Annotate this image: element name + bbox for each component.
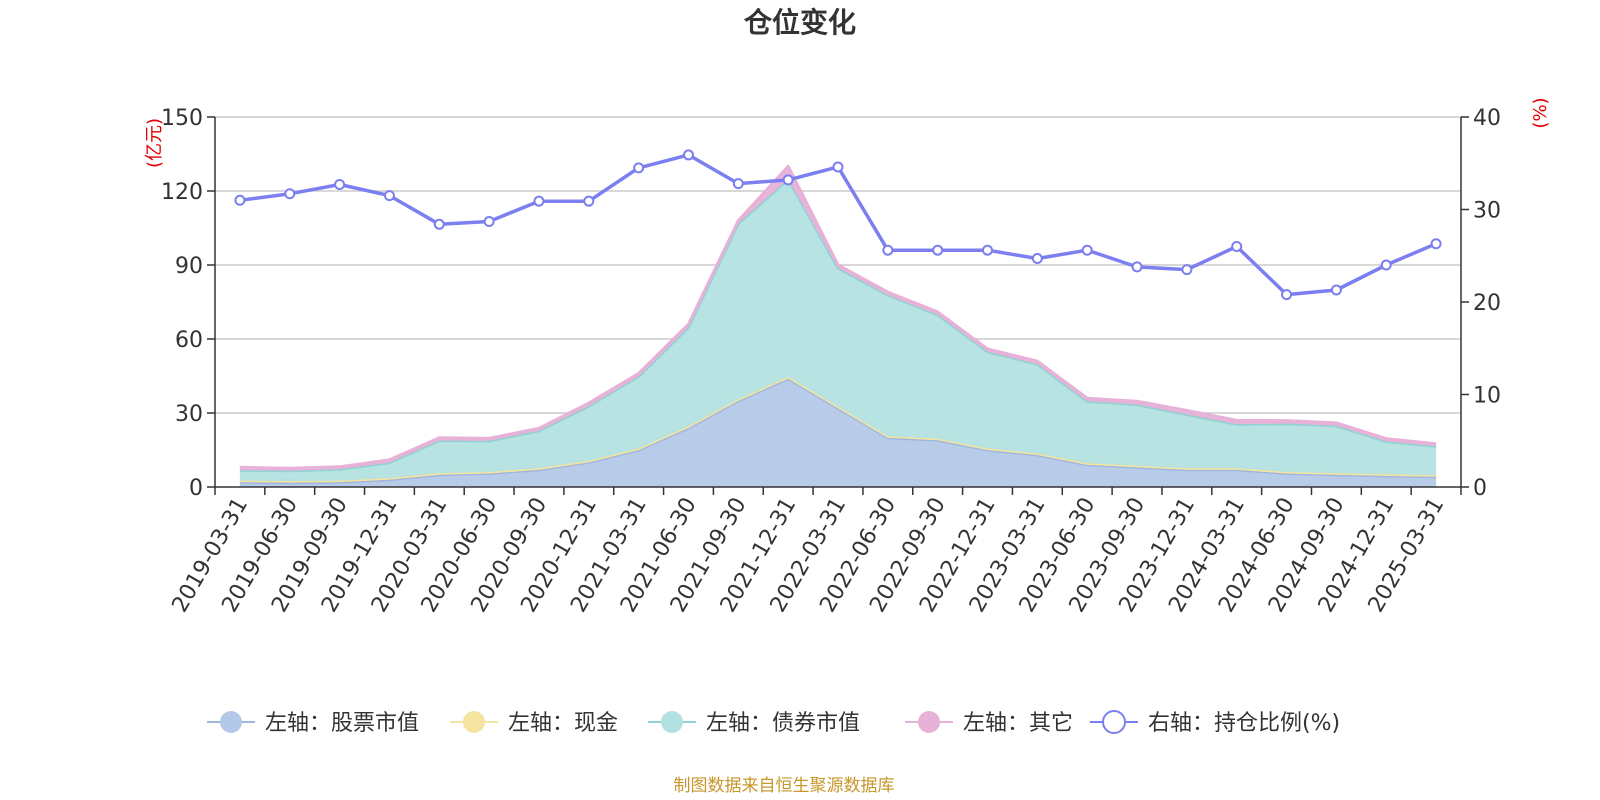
left-tick-label: 30 <box>175 402 203 427</box>
legend[interactable]: 左轴：股票市值 左轴：现金 左轴：债券市值 左轴：其它 右轴：持仓比例(%) <box>207 710 1340 736</box>
ratio-point <box>1330 284 1342 296</box>
left-tick-label: 150 <box>161 106 203 131</box>
ratio-point <box>533 195 545 207</box>
legend-marker <box>661 711 683 733</box>
ratio-point <box>882 244 894 256</box>
ratio-line-series <box>234 149 1442 301</box>
legend-item[interactable]: 左轴：股票市值 <box>207 711 419 736</box>
ratio-point <box>483 216 495 228</box>
ratio-point <box>782 174 794 186</box>
legend-label: 左轴：股票市值 <box>265 711 419 736</box>
ratio-point <box>433 218 445 230</box>
legend-label: 左轴：债券市值 <box>706 711 860 736</box>
ratio-point <box>633 162 645 174</box>
source-note: 制图数据来自恒生聚源数据库 <box>674 776 895 796</box>
area-band <box>239 378 1437 487</box>
right-tick-label: 40 <box>1473 106 1501 131</box>
area-edge-line <box>239 164 1437 470</box>
ratio-point <box>832 161 844 173</box>
ratio-point <box>932 244 944 256</box>
legend-label: 右轴：持仓比例(%) <box>1148 711 1340 736</box>
left-tick-label: 120 <box>161 180 203 205</box>
ratio-point <box>1281 289 1293 301</box>
ratio-point <box>982 244 994 256</box>
ratio-point <box>284 188 296 200</box>
legend-item[interactable]: 右轴：持仓比例(%) <box>1090 710 1340 736</box>
legend-item[interactable]: 左轴：现金 <box>450 711 618 736</box>
left-tick-label: 90 <box>175 254 203 279</box>
ratio-point <box>234 194 246 206</box>
right-tick-label: 20 <box>1473 291 1501 316</box>
right-tick-label: 30 <box>1473 199 1501 224</box>
ratio-point <box>1131 261 1143 273</box>
legend-label: 左轴：其它 <box>963 711 1073 736</box>
legend-label: 左轴：现金 <box>508 711 618 736</box>
stacked-areas <box>239 164 1437 487</box>
legend-marker <box>918 711 940 733</box>
ratio-point <box>1380 259 1392 271</box>
ratio-point <box>1081 244 1093 256</box>
legend-marker <box>1102 710 1126 734</box>
chart-title: 仓位变化 <box>744 6 856 39</box>
legend-marker <box>220 711 242 733</box>
ratio-point <box>383 190 395 202</box>
ratio-point <box>334 179 346 191</box>
right-axis-unit: (%) <box>1530 97 1551 128</box>
ratio-point <box>1181 264 1193 276</box>
legend-item[interactable]: 左轴：债券市值 <box>648 711 860 736</box>
left-axis-unit: (亿元) <box>144 118 165 168</box>
ratio-point <box>1031 253 1043 265</box>
ratio-point <box>583 195 595 207</box>
legend-marker <box>463 711 485 733</box>
ratio-point <box>1231 241 1243 252</box>
left-tick-label: 60 <box>175 328 203 353</box>
right-tick-label: 10 <box>1473 384 1501 409</box>
ratio-point <box>732 178 744 190</box>
right-tick-label: 0 <box>1473 476 1487 501</box>
ratio-point <box>682 149 694 161</box>
ratio-point <box>1430 238 1442 250</box>
left-tick-label: 0 <box>189 476 203 501</box>
legend-item[interactable]: 左轴：其它 <box>905 711 1073 736</box>
